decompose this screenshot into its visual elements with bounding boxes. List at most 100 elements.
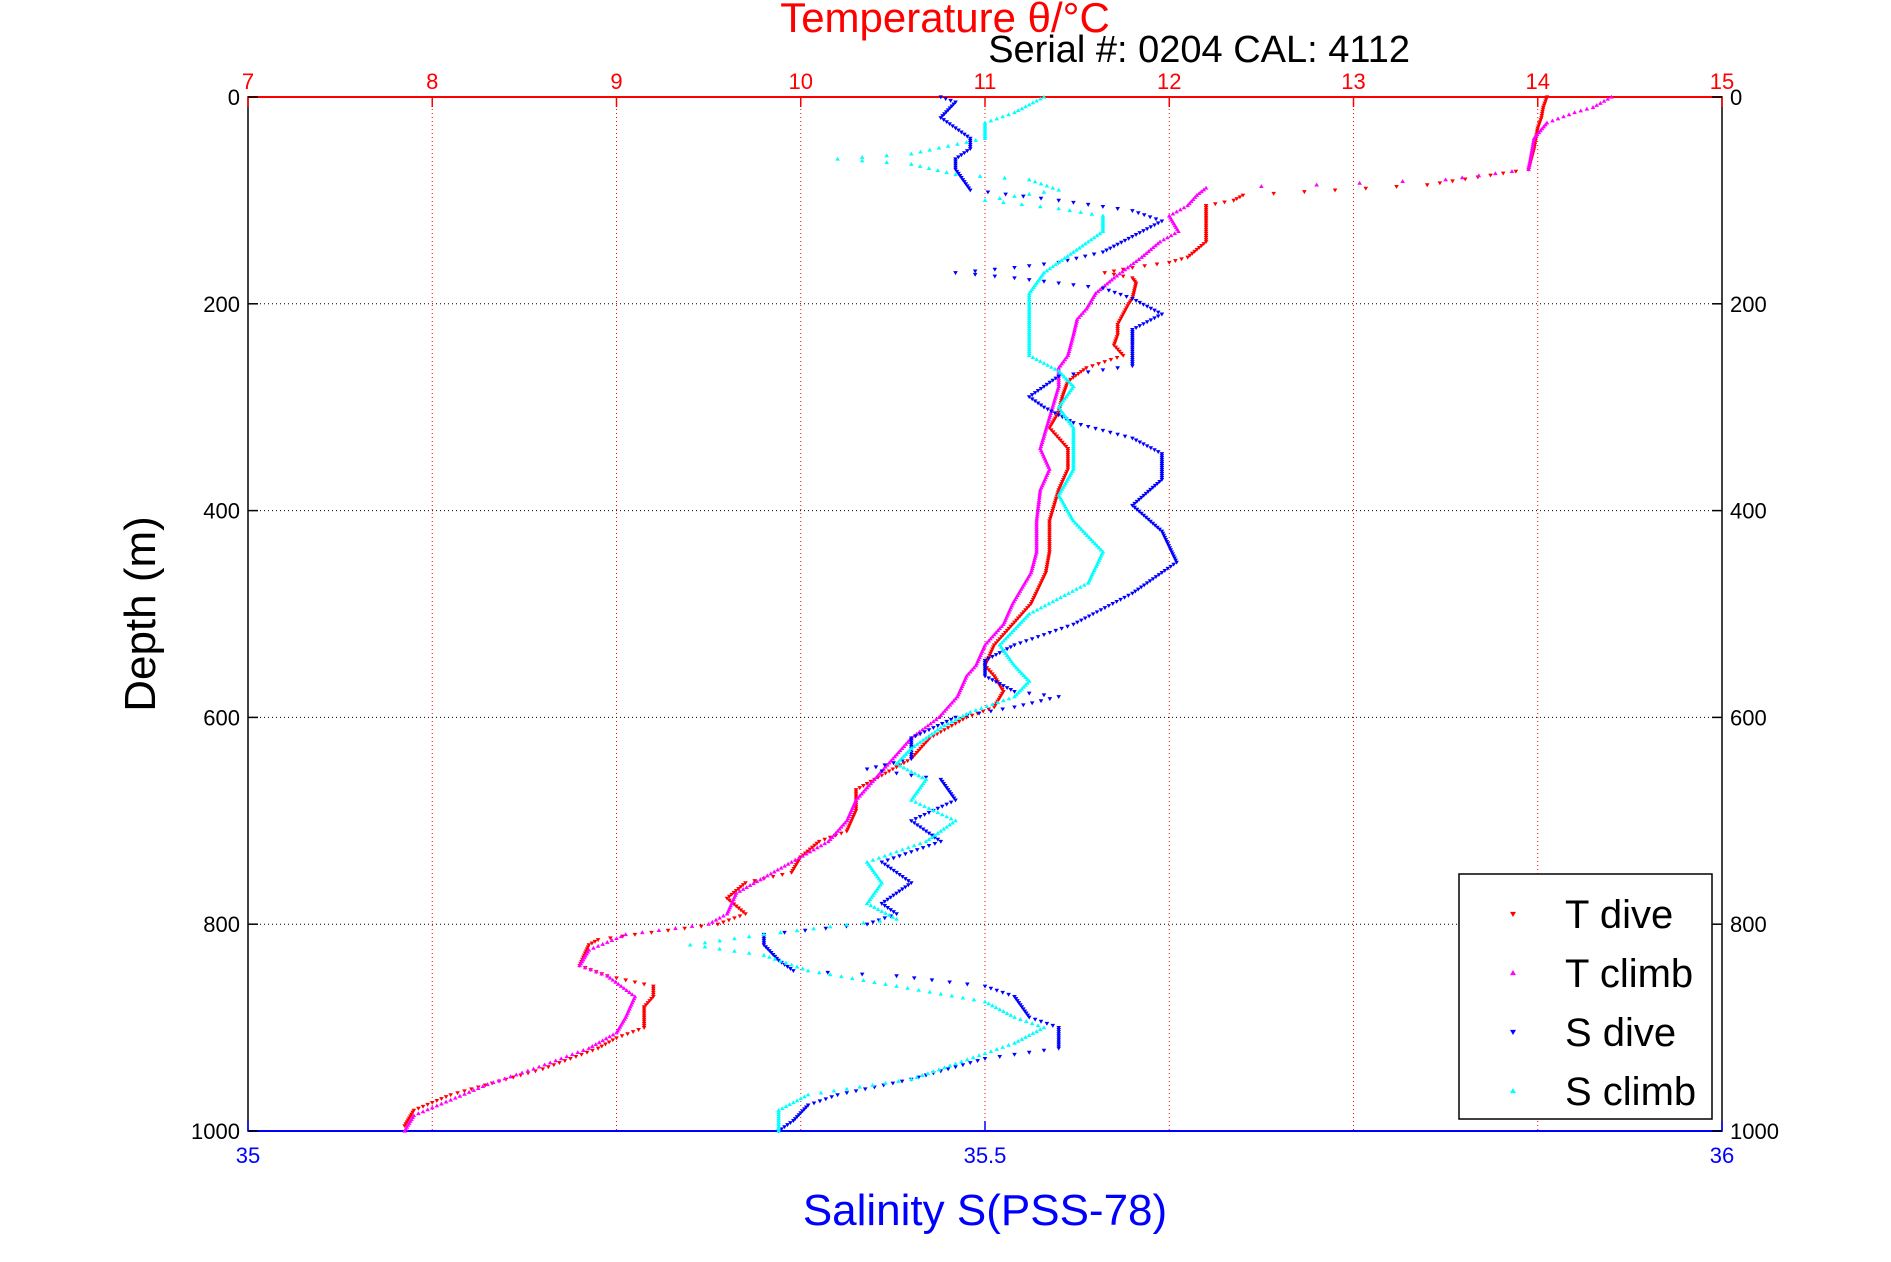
data-point (1065, 465, 1071, 470)
data-point (1056, 1032, 1061, 1037)
data-point (1141, 513, 1147, 518)
data-point (944, 814, 949, 819)
data-point (1045, 407, 1050, 412)
data-point (993, 680, 999, 685)
data-point (1159, 452, 1165, 457)
data-point (982, 1051, 988, 1056)
data-point (1139, 511, 1144, 516)
data-point (1023, 608, 1028, 613)
data-point (1041, 1025, 1047, 1030)
data-point (1071, 431, 1076, 436)
data-point (1016, 1001, 1022, 1006)
data-point (960, 713, 966, 718)
data-point (971, 997, 977, 1002)
data-point (1047, 521, 1052, 526)
data-point (584, 947, 590, 952)
data-point (429, 1105, 435, 1110)
data-point (1118, 597, 1123, 602)
data-point (1035, 510, 1040, 515)
data-point (1045, 560, 1050, 565)
data-point (1071, 460, 1076, 465)
data-point (890, 914, 896, 919)
data-point (1314, 182, 1319, 187)
depth-tick-label-left: 0 (228, 85, 240, 110)
data-point (1041, 575, 1047, 580)
legend-label: T dive (1565, 893, 1673, 937)
data-point (452, 1095, 458, 1100)
data-point (1159, 464, 1165, 468)
data-point (811, 1101, 817, 1106)
data-point (967, 140, 973, 145)
data-point (1144, 444, 1150, 449)
data-point (743, 912, 748, 917)
data-point (864, 767, 870, 772)
data-point (794, 928, 800, 933)
data-point (1122, 595, 1127, 600)
data-point (462, 1091, 467, 1096)
data-point (1021, 617, 1026, 622)
data-point (829, 1095, 835, 1100)
data-point (1043, 571, 1049, 575)
data-point (816, 839, 822, 844)
data-point (778, 930, 783, 935)
data-point (932, 729, 938, 734)
data-point (1201, 242, 1207, 246)
data-point (1052, 500, 1058, 505)
data-point (1203, 236, 1209, 240)
data-point (1094, 543, 1100, 548)
data-point (1041, 633, 1047, 637)
data-point (1056, 1036, 1061, 1041)
data-point (872, 777, 877, 782)
data-point (1153, 243, 1158, 248)
data-point (1069, 338, 1075, 343)
data-point (1053, 496, 1059, 501)
data-point (1535, 126, 1541, 131)
data-point (1237, 195, 1243, 200)
data-point (1526, 167, 1531, 171)
data-point (896, 750, 901, 755)
data-point (1115, 333, 1120, 338)
data-point (1071, 440, 1076, 444)
data-point (1026, 305, 1032, 310)
data-point (971, 665, 977, 670)
data-point (894, 974, 899, 979)
data-point (724, 896, 730, 901)
data-point (1042, 429, 1048, 434)
data-point (900, 887, 905, 892)
data-point (947, 702, 953, 707)
data-point (903, 741, 909, 746)
data-point (1115, 331, 1120, 336)
data-point (592, 939, 598, 944)
data-point (1152, 448, 1157, 453)
data-point (1203, 229, 1209, 234)
data-point (1072, 328, 1077, 333)
data-point (853, 788, 859, 793)
data-point (976, 1053, 982, 1058)
data-point (508, 1074, 513, 1079)
data-point (883, 771, 888, 776)
data-point (1120, 312, 1126, 317)
data-point (831, 1088, 837, 1093)
data-point (740, 883, 746, 888)
data-point (896, 1078, 901, 1083)
data-point (1071, 372, 1076, 377)
data-point (956, 171, 961, 176)
data-point (1063, 376, 1069, 381)
data-point (1115, 432, 1120, 437)
data-point (1026, 330, 1032, 335)
data-point (558, 1056, 564, 1061)
data-point (1363, 186, 1369, 191)
temperature-tick-label: 13 (1341, 69, 1365, 94)
data-point (1049, 364, 1054, 369)
data-point (944, 802, 949, 807)
data-point (776, 1126, 781, 1131)
data-point (965, 982, 970, 987)
data-point (986, 668, 991, 673)
data-point (557, 1061, 562, 1066)
data-point (1601, 98, 1607, 103)
data-point (1150, 521, 1156, 526)
data-point (1030, 562, 1036, 566)
data-point (1054, 434, 1060, 439)
data-point (1037, 96, 1043, 101)
